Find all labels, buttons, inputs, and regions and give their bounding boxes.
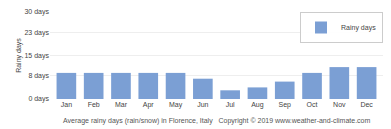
svg-text:Jun: Jun [197, 101, 208, 108]
svg-text:Aug: Aug [251, 101, 264, 109]
svg-text:May: May [169, 101, 183, 109]
svg-text:0 days: 0 days [28, 95, 49, 103]
svg-text:Dec: Dec [360, 101, 373, 108]
svg-text:Jul: Jul [226, 101, 235, 108]
svg-text:Feb: Feb [88, 101, 100, 108]
svg-text:8 days: 8 days [28, 72, 49, 80]
svg-text:Jan: Jan [61, 101, 72, 108]
svg-text:Oct: Oct [307, 101, 318, 108]
svg-text:Mar: Mar [115, 101, 128, 108]
svg-text:23 days: 23 days [24, 29, 49, 37]
svg-text:Rainy days: Rainy days [341, 24, 376, 32]
svg-text:Apr: Apr [143, 101, 155, 109]
svg-text:Nov: Nov [333, 101, 346, 108]
svg-text:Rainy days: Rainy days [15, 38, 23, 73]
svg-text:30 days: 30 days [24, 8, 49, 16]
svg-text:15 days: 15 days [24, 52, 49, 60]
svg-text:Average rainy days (rain/snow): Average rainy days (rain/snow) in Floren… [63, 117, 370, 125]
svg-text:Sep: Sep [279, 101, 292, 109]
